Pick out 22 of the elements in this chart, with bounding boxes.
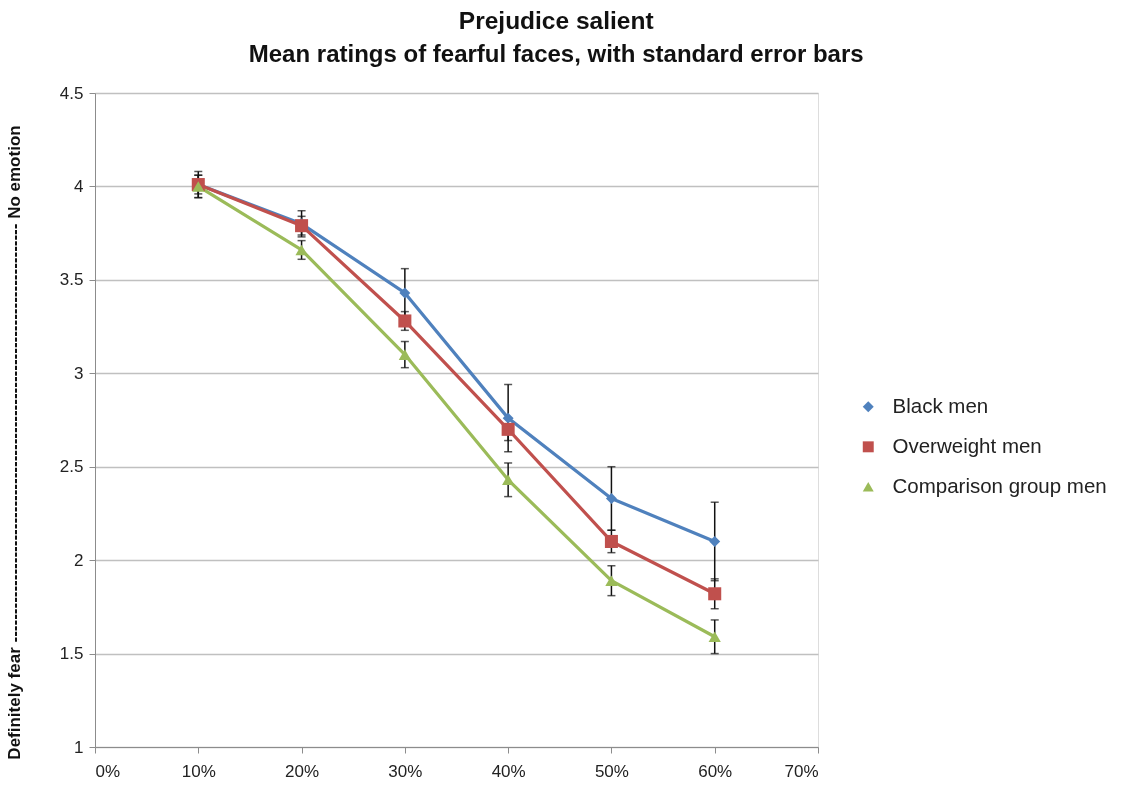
y-tick-label: 4 — [74, 176, 84, 196]
x-tick-label: 10% — [181, 761, 216, 781]
x-tick-label: 30% — [388, 761, 423, 781]
y-tick-label: 1 — [74, 737, 84, 757]
x-tick-label: 60% — [698, 761, 733, 781]
x-tick-label: 20% — [285, 761, 320, 781]
chart-subtitle: Mean ratings of fearful faces, with standard error bars — [248, 40, 864, 67]
x-tick-label: 50% — [594, 761, 629, 781]
y-tick-label: 2 — [74, 550, 84, 570]
legend-label: Comparison group men — [892, 473, 1107, 497]
x-tick-label: 40% — [491, 761, 526, 781]
y-tick-label: 3.5 — [59, 270, 84, 290]
chart-title: Prejudice salient — [458, 6, 654, 34]
y-tick-label: 3 — [74, 363, 84, 383]
y-axis-title: Definitely fear -------------------------------------------------------------------------- No emotion — [4, 125, 24, 760]
y-tick-label: 2.5 — [59, 457, 84, 477]
y-tick-label: 1.5 — [59, 644, 84, 664]
x-tick-label: 70% — [784, 761, 819, 781]
legend-label: Black men — [892, 393, 989, 417]
legend-label: Overweight men — [892, 433, 1042, 457]
y-tick-label: 4.5 — [59, 83, 84, 103]
x-tick-label: 0% — [95, 761, 121, 781]
